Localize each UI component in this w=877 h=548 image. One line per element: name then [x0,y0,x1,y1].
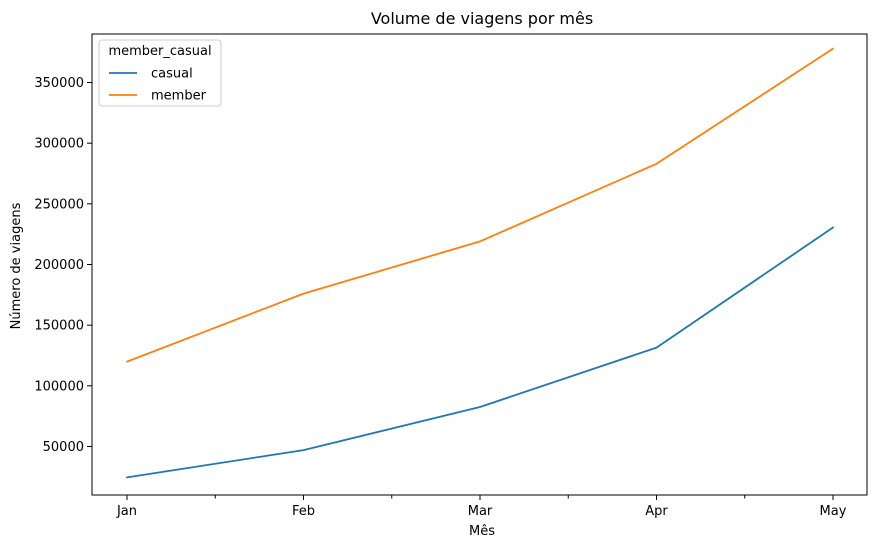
series-line-member [126,47,834,363]
y-tick-label: 100000 [34,379,84,394]
x-tick-label: Apr [645,504,668,519]
y-tick-label: 200000 [34,258,84,273]
legend-title: member_casual [108,44,211,59]
series-line-casual [126,226,834,479]
plot-area: 50000 100000 150000 200000 250000 300000 35000… [34,33,868,519]
x-tick-label: Mar [468,504,493,519]
legend-label-member: member [151,89,207,104]
x-tick-label: Feb [292,504,315,519]
y-tick-label: 250000 [34,197,84,212]
y-tick-label: 150000 [34,319,84,334]
x-axis-label: Mês [469,524,495,539]
x-tick-label: May [820,504,847,519]
legend-label-casual: casual [151,67,193,82]
y-tick-label: 50000 [43,440,84,455]
legend-box [98,39,222,107]
y-axis-label: Número de viagens [9,202,24,329]
chart-title: Volume de viagens por mês [371,9,593,28]
y-tick-label: 350000 [34,76,84,91]
y-tick-label: 300000 [34,137,84,152]
x-tick-label: Jan [116,504,137,519]
